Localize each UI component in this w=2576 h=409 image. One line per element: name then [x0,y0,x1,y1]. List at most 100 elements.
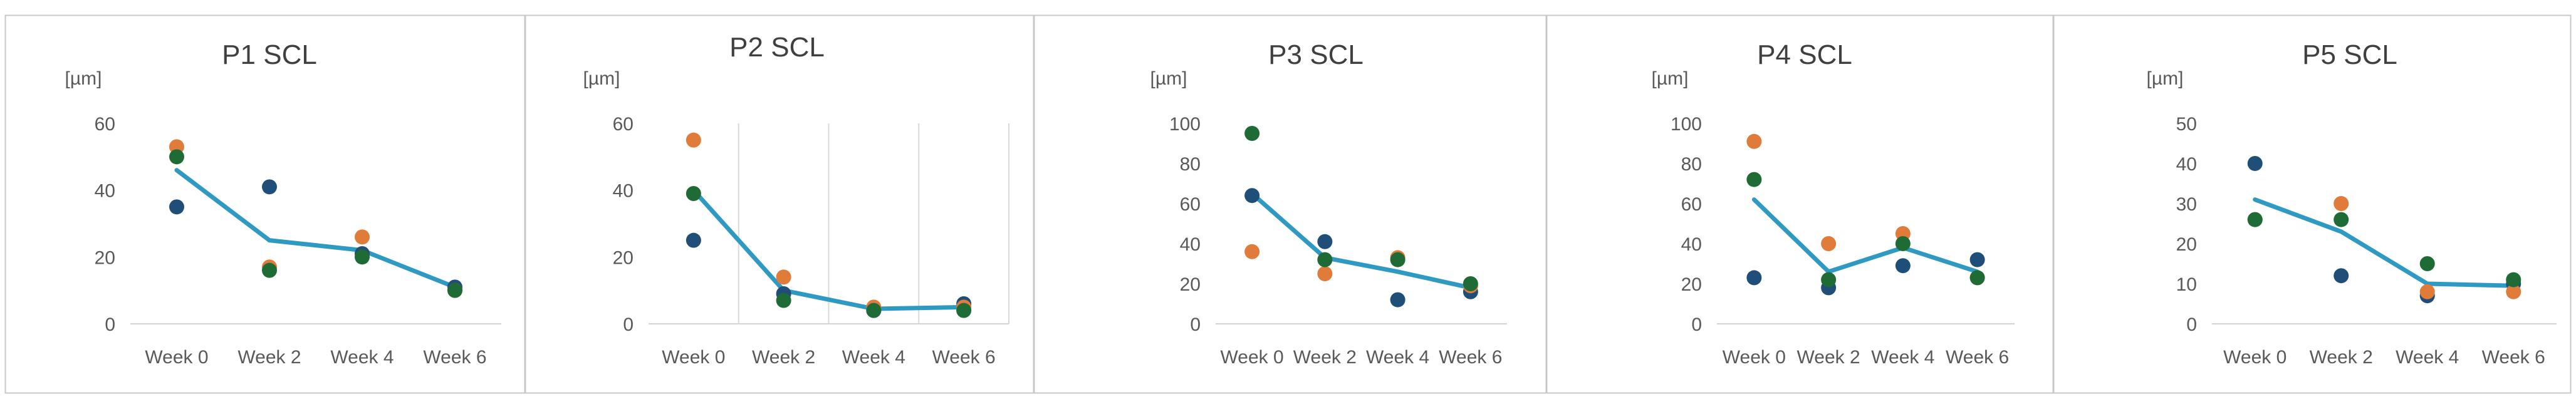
p2-point-s3-w0 [686,186,701,201]
p5-point-s3-w0 [2247,212,2263,227]
p5-panel [2053,14,2572,394]
p1-point-s1-w0 [169,199,184,215]
p1-category-label: Week 4 [330,347,394,368]
p3-category-label: Week 0 [1221,347,1284,368]
p2-title: P2 SCL [729,32,825,63]
p2-unit-label: [µm] [583,68,620,89]
p5-category-label: Week 4 [2396,347,2459,368]
p4-mean-line [1751,197,1980,274]
p5-category-label: Week 6 [2482,347,2545,368]
p5-mean-line [2253,197,2516,288]
p5-point-s1-w1 [2334,268,2349,284]
p2-ytick-label: 0 [623,314,634,335]
p1-category-label: Week 2 [237,347,301,368]
p4-ytick-label: 0 [1691,314,1702,335]
p4-category-label: Week 6 [1946,347,2009,368]
p3-point-s1-w0 [1244,188,1260,204]
p5-point-s2-w3 [2506,284,2521,299]
p1-point-s1-w1 [262,179,277,195]
p4-point-s3-w3 [1969,270,1985,286]
p3-category-label: Week 4 [1366,347,1429,368]
p1-ytick-label: 0 [105,314,115,335]
p1-title: P1 SCL [222,39,317,70]
p4-point-s3-w2 [1895,236,1911,251]
p2-panel [524,14,1035,394]
p2-ytick-label: 40 [613,181,634,202]
p3-point-s3-w0 [1244,126,1260,141]
p1-category-label: Week 6 [423,347,486,368]
p1-point-s3-w3 [447,282,462,298]
p3-point-s1-w2 [1390,292,1405,308]
p3-point-s3-w3 [1463,276,1478,291]
p2-point-s3-w2 [866,303,882,318]
p3-ytick-label: 80 [1180,154,1201,175]
p4-point-s3-w0 [1746,172,1762,187]
p1-mean-line [174,168,457,289]
p1-unit-label: [µm] [65,68,102,89]
p4-point-s3-w1 [1821,272,1837,287]
p4-unit-label: [µm] [1652,68,1689,89]
p1-point-s3-w1 [262,262,277,278]
p5-point-s3-w1 [2334,212,2349,227]
p4-ytick-label: 80 [1681,154,1702,175]
p2-mean-line [691,188,966,311]
p2-category-label: Week 4 [842,347,905,368]
p4-point-s2-w1 [1821,236,1837,251]
p3-ytick-label: 40 [1180,234,1201,255]
p2-point-s2-w0 [686,132,701,148]
p3-point-s1-w1 [1317,234,1333,249]
p4-point-s1-w2 [1895,258,1911,274]
p5-ytick-label: 40 [2176,154,2197,175]
p5-unit-label: [µm] [2147,68,2184,89]
p5-category-label: Week 2 [2310,347,2373,368]
p3-point-s2-w1 [1317,266,1333,281]
p4-category-label: Week 4 [1871,347,1934,368]
p1-point-s3-w2 [355,249,370,265]
p5-ytick-label: 50 [2176,114,2197,135]
p3-point-s3-w2 [1390,252,1405,267]
p2-ytick-label: 20 [613,247,634,268]
p1-ytick-label: 20 [95,247,115,268]
p4-point-s2-w0 [1746,133,1762,149]
p4-category-label: Week 0 [1723,347,1786,368]
p3-ytick-label: 60 [1180,194,1201,215]
p3-point-s2-w0 [1244,244,1260,259]
p1-point-s3-w0 [169,149,184,165]
p1-point-s2-w2 [355,229,370,245]
p4-category-label: Week 2 [1797,347,1860,368]
p3-ytick-label: 100 [1169,114,1201,135]
p4-ytick-label: 40 [1681,234,1702,255]
p2-category-label: Week 6 [932,347,996,368]
p5-ytick-label: 30 [2176,194,2197,215]
p3-panel [1033,14,1547,394]
p2-point-s3-w1 [776,293,791,308]
p4-point-s1-w3 [1969,252,1985,267]
p2-category-label: Week 2 [752,347,815,368]
p5-ytick-label: 10 [2176,274,2197,295]
p2-point-s1-w0 [686,232,701,248]
p4-panel [1546,14,2054,394]
p4-ytick-label: 20 [1681,274,1702,295]
p3-title: P3 SCL [1268,39,1364,70]
p3-ytick-label: 0 [1190,314,1201,335]
p3-point-s3-w1 [1317,252,1333,267]
p3-unit-label: [µm] [1150,68,1187,89]
p5-ytick-label: 0 [2186,314,2197,335]
p3-category-label: Week 2 [1293,347,1357,368]
p3-mean-line [1249,191,1473,290]
p5-category-label: Week 0 [2223,347,2287,368]
p1-panel [4,14,526,394]
p5-ytick-label: 20 [2176,234,2197,255]
p5-point-s3-w3 [2506,272,2521,287]
p3-category-label: Week 6 [1439,347,1502,368]
p5-point-s3-w2 [2419,256,2435,271]
p1-ytick-label: 40 [95,181,115,202]
p2-point-s3-w3 [956,303,972,318]
p4-ytick-label: 60 [1681,194,1702,215]
p3-ytick-label: 20 [1180,274,1201,295]
p5-point-s2-w2 [2419,284,2435,299]
p5-point-s1-w0 [2247,156,2263,171]
p2-point-s2-w1 [776,269,791,285]
